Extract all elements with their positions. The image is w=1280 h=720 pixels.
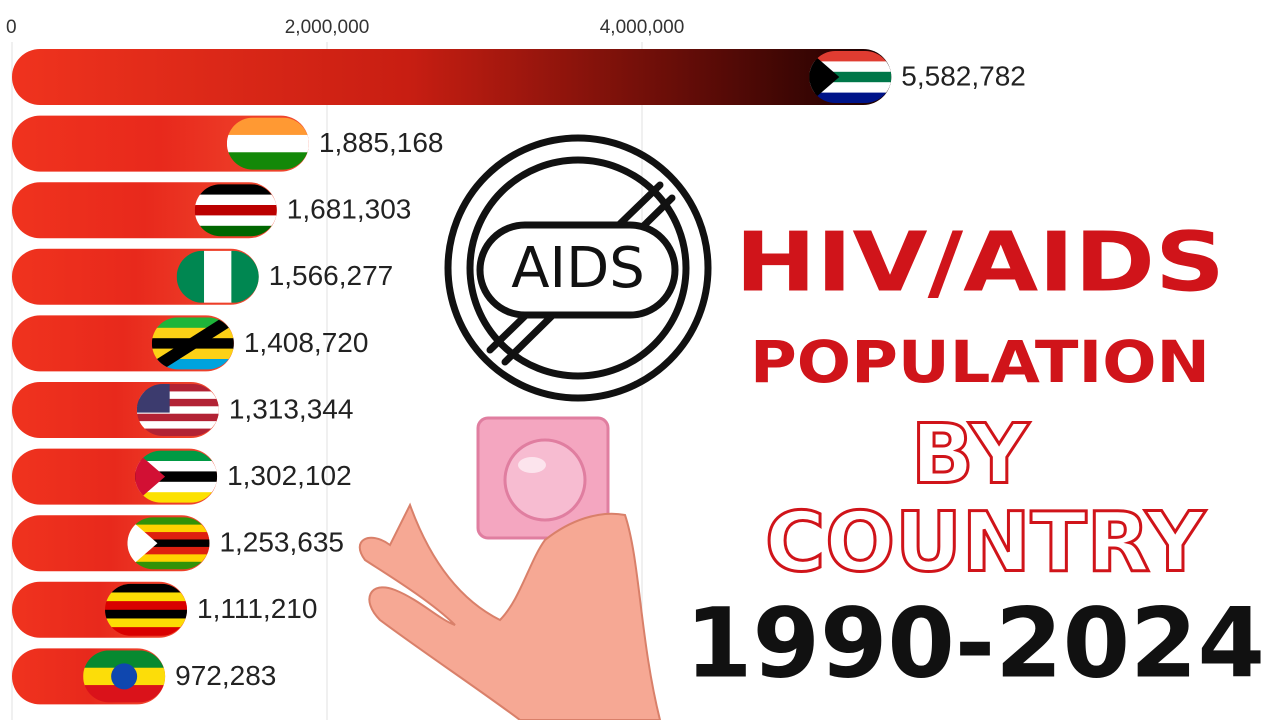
flag-stripe bbox=[127, 532, 210, 540]
flag-stripe bbox=[226, 117, 309, 136]
title: COUNTRY bbox=[765, 495, 1207, 590]
flag-stripe bbox=[194, 215, 277, 227]
flag-stripe bbox=[105, 609, 188, 619]
flag-stripe bbox=[809, 61, 892, 73]
flag-diagonal bbox=[151, 317, 234, 370]
flag-stripe bbox=[226, 152, 309, 170]
title: HIV/AIDS bbox=[735, 215, 1225, 310]
flag-triangle bbox=[809, 51, 840, 103]
value-label: 1,566,277 bbox=[269, 260, 394, 291]
x-tick-label: 0 bbox=[6, 17, 17, 38]
flag-stripe bbox=[151, 327, 234, 339]
flag-emblem bbox=[111, 663, 138, 690]
flag-stripe bbox=[83, 650, 166, 669]
flag-stripe bbox=[135, 471, 218, 483]
flag-stripe bbox=[136, 384, 219, 392]
flag bbox=[151, 317, 234, 370]
flag bbox=[135, 450, 218, 503]
flag-stripe bbox=[809, 71, 892, 83]
flag-stripe bbox=[809, 51, 892, 62]
flag-stripe bbox=[135, 481, 218, 493]
bars: 5,582,782 1,885,168 1,681,303 1,566,277 1,40… bbox=[12, 49, 1026, 705]
flag-stripe bbox=[127, 561, 210, 570]
flag-stripe bbox=[127, 517, 210, 526]
flag bbox=[226, 117, 309, 170]
value-label: 1,111,210 bbox=[197, 593, 317, 624]
flag-stripe bbox=[151, 359, 234, 370]
illustration bbox=[358, 416, 662, 720]
x-tick-label: 2,000,000 bbox=[285, 17, 370, 38]
icon-text: AIDS bbox=[511, 236, 645, 301]
flag bbox=[809, 51, 892, 103]
flag-stripe bbox=[194, 184, 277, 196]
flag-stripe bbox=[105, 583, 188, 593]
flag-stripe bbox=[136, 421, 219, 430]
flag-stripe bbox=[136, 398, 219, 407]
title: 1990-2024 bbox=[685, 587, 1265, 699]
title: POPULATION bbox=[750, 328, 1210, 396]
flag-stripe bbox=[127, 554, 210, 563]
flag bbox=[127, 517, 210, 570]
flag-stripe bbox=[226, 134, 309, 153]
flag bbox=[83, 650, 166, 703]
flag-stripe bbox=[135, 450, 218, 462]
flag-stripe bbox=[105, 592, 188, 602]
flag-stripe bbox=[151, 348, 234, 360]
flag-stripe bbox=[105, 627, 188, 636]
flag-stripe bbox=[136, 391, 219, 400]
flag-stripe bbox=[136, 428, 219, 436]
value-label: 1,408,720 bbox=[244, 327, 369, 358]
bar bbox=[12, 49, 892, 105]
flag-stripe bbox=[194, 225, 277, 237]
flag-stripe bbox=[83, 685, 166, 703]
flag bbox=[136, 384, 219, 436]
aids-icon: AIDS bbox=[444, 134, 712, 402]
flag-stripe bbox=[105, 601, 188, 611]
flag-triangle bbox=[127, 517, 158, 570]
value-label: 1,885,168 bbox=[319, 127, 444, 158]
flag bbox=[194, 184, 277, 237]
flag bbox=[176, 250, 259, 303]
flag-stripe bbox=[231, 250, 259, 303]
flag-stripe bbox=[194, 194, 277, 206]
flag bbox=[105, 583, 188, 636]
flag-stripe bbox=[194, 205, 277, 216]
flag-triangle bbox=[135, 450, 166, 503]
value-label: 5,582,782 bbox=[901, 60, 1026, 91]
flag-stripe bbox=[135, 492, 218, 503]
title: BY bbox=[911, 407, 1031, 502]
titles: HIV/AIDS POPULATION BY COUNTRY 1990-2024 bbox=[685, 215, 1265, 699]
flag-stripe bbox=[127, 546, 210, 555]
value-label: 1,253,635 bbox=[219, 527, 344, 558]
flag-stripe bbox=[151, 317, 234, 329]
flag-stripe bbox=[136, 406, 219, 415]
value-label: 1,681,303 bbox=[287, 194, 412, 225]
flag-stripe bbox=[809, 82, 892, 94]
flag-stripe bbox=[135, 461, 218, 472]
flag-stripe bbox=[809, 92, 892, 103]
value-label: 1,313,344 bbox=[229, 393, 354, 424]
value-label: 1,302,102 bbox=[227, 460, 352, 491]
flag-stripe bbox=[204, 250, 232, 303]
flag-stripe bbox=[105, 618, 188, 628]
flag-stripe bbox=[127, 539, 210, 548]
flag-stripe bbox=[136, 413, 219, 422]
value-label: 972,283 bbox=[175, 660, 276, 691]
flag-stripe bbox=[127, 524, 210, 533]
x-tick-label: 4,000,000 bbox=[600, 17, 685, 38]
